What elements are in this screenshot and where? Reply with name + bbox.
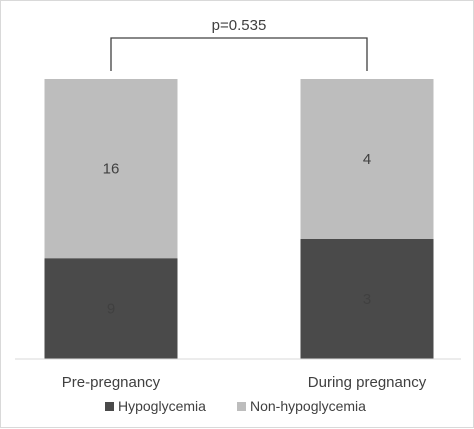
legend-label-hypoglycemia: Hypoglycemia [118,398,206,414]
bar-hypoglycemia-pre-pregnancy [44,258,178,359]
data-label-non-hypoglycemia-during-pregnancy: 4 [363,151,371,168]
bar-non-hypoglycemia-during-pregnancy [300,79,434,239]
legend-label-non-hypoglycemia: Non-hypoglycemia [250,398,366,414]
data-label-hypoglycemia-pre-pregnancy: 9 [107,301,115,318]
significance-bracket: p=0.535 [110,17,368,71]
legend: Hypoglycemia Non-hypoglycemia [105,398,366,414]
legend-swatch-non-hypoglycemia [237,402,246,411]
x-tick-label-pre-pregnancy: Pre-pregnancy [62,374,161,391]
bars-layer [44,79,434,359]
data-label-non-hypoglycemia-pre-pregnancy: 16 [103,161,120,178]
bar-non-hypoglycemia-pre-pregnancy [44,79,178,259]
x-tick-label-during-pregnancy: During pregnancy [308,374,427,391]
data-labels-layer: 9 16 3 4 [103,151,372,318]
p-value-label: p=0.535 [212,17,267,34]
data-label-hypoglycemia-during-pregnancy: 3 [363,291,371,308]
significance-bracket-line [110,37,368,71]
legend-swatch-hypoglycemia [105,402,114,411]
x-tick-labels: Pre-pregnancy During pregnancy [62,374,427,391]
bar-hypoglycemia-during-pregnancy [300,239,434,359]
